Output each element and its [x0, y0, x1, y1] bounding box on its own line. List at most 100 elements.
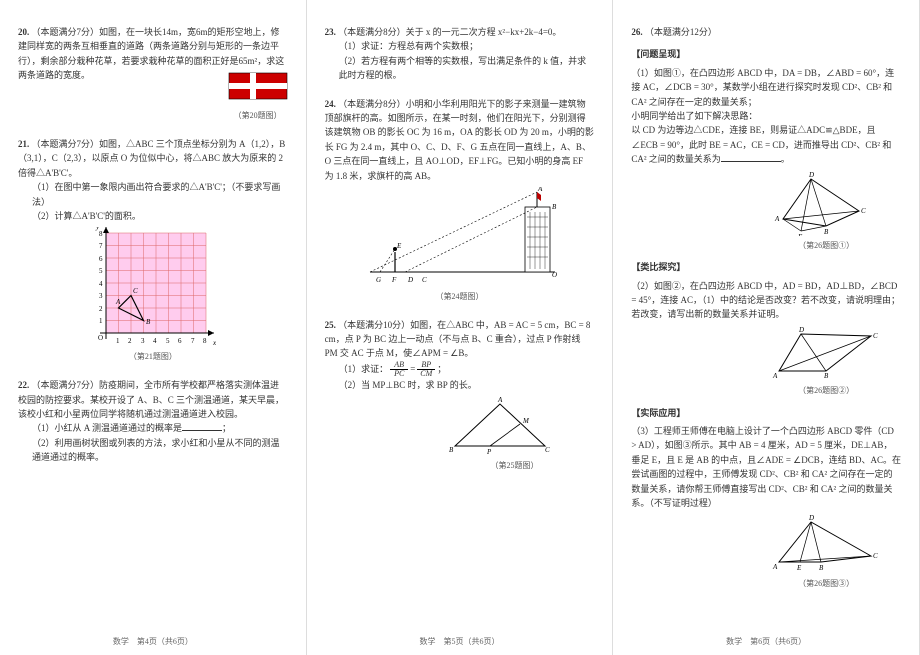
- svg-text:D: D: [407, 276, 413, 284]
- q24-body: （本题满分8分）小明和小华利用阳光下的影子来测量一建筑物顶部旗杆的高。如图所示，…: [325, 99, 594, 181]
- page-6: 26. （本题满分12分） 【问题呈现】 （1）如图①，在凸四边形 ABCD 中…: [613, 0, 920, 655]
- q26-sec2-body: （2）如图②，在凸四边形 ABCD 中，AD = BD，AD⊥BD，∠BCD =…: [631, 279, 901, 322]
- svg-text:A: A: [772, 563, 778, 571]
- q20-figure: [228, 72, 288, 106]
- svg-text:8: 8: [99, 230, 103, 238]
- svg-text:B: B: [449, 446, 454, 454]
- q25-eq: =: [410, 362, 415, 376]
- svg-text:E: E: [796, 564, 802, 572]
- question-21: 21. （本题满分7分）如图，△ABC 三个顶点坐标分别为 A（1,2），B（3…: [18, 137, 288, 364]
- q26-sec1-body2: 小明同学给出了如下解决思路：: [631, 109, 901, 123]
- q25-part1-end: ；: [437, 362, 446, 376]
- svg-text:B: B: [819, 564, 824, 572]
- q26-fig3-label: （第26题图③）: [751, 578, 901, 591]
- q26-blank: [721, 152, 781, 162]
- question-26: 26. （本题满分12分） 【问题呈现】 （1）如图①，在凸四边形 ABCD 中…: [631, 25, 901, 591]
- q20-figure-wrap: （第20题图）: [228, 68, 288, 123]
- svg-text:C: C: [873, 332, 878, 340]
- svg-text:2: 2: [99, 305, 103, 313]
- q22-part1-wrap: （1）小红从 A 测温通道通过的概率是；: [18, 421, 288, 435]
- svg-text:A: A: [115, 298, 121, 306]
- svg-text:1: 1: [116, 337, 120, 345]
- q22-blank: [182, 421, 222, 431]
- q26-fig1-label: （第26题图①）: [751, 240, 901, 253]
- q26-sec1-blank-end: 。: [781, 154, 790, 164]
- svg-text:A: A: [772, 372, 778, 380]
- page-4: 20. （本题满分7分）如图，在一块长14m，宽6m的矩形空地上，修建同样宽的两…: [0, 0, 307, 655]
- svg-text:F: F: [391, 276, 397, 284]
- svg-text:B: B: [824, 372, 829, 380]
- svg-text:A: A: [774, 215, 780, 223]
- svg-text:3: 3: [99, 292, 103, 300]
- svg-text:4: 4: [99, 280, 103, 288]
- question-23: 23. （本题满分8分）关于 x 的一元二次方程 x²−kx+2k−4=0。 （…: [325, 25, 595, 83]
- svg-text:M: M: [522, 417, 530, 425]
- svg-text:D: D: [808, 171, 814, 179]
- svg-text:C: C: [545, 446, 550, 454]
- q23-part2: （2）若方程有两个相等的实数根，写出满足条件的 k 值，并求此时方程的根。: [325, 54, 595, 83]
- q26-sec3-title: 【实际应用】: [631, 406, 901, 420]
- q20-num: 20.: [18, 27, 29, 37]
- svg-text:C: C: [133, 287, 138, 295]
- page-5: 23. （本题满分8分）关于 x 的一元二次方程 x²−kx+2k−4=0。 （…: [307, 0, 614, 655]
- q21-figure: A B C O 12345678 x 12345678 y: [88, 227, 218, 347]
- question-24: 24. （本题满分8分）小明和小华利用阳光下的影子来测量一建筑物顶部旗杆的高。如…: [325, 97, 595, 304]
- svg-text:E: E: [396, 242, 402, 250]
- q25-part1: （1）求证： AB PC = BP CM ；: [325, 361, 595, 378]
- question-20: 20. （本题满分7分）如图，在一块长14m，宽6m的矩形空地上，修建同样宽的两…: [18, 25, 288, 123]
- svg-text:D: D: [798, 326, 804, 334]
- svg-text:8: 8: [203, 337, 207, 345]
- svg-text:B: B: [146, 318, 151, 326]
- q24-figure: A B O E G F D C: [360, 187, 560, 287]
- q25-frac1-bot: PC: [394, 370, 404, 378]
- q22-part2: （2）利用画树状图或列表的方法，求小红和小星从不同的测温通道通过的概率。: [18, 436, 288, 465]
- q25-figure: A B P C M: [445, 396, 555, 456]
- svg-text:4: 4: [153, 337, 157, 345]
- svg-text:6: 6: [99, 255, 103, 263]
- svg-text:7: 7: [191, 337, 195, 345]
- svg-text:G: G: [376, 276, 381, 284]
- q21-part2: （2）计算△A'B'C'的面积。: [18, 209, 288, 223]
- q26-sec3-body: （3）工程师王师傅在电脑上设计了一个凸四边形 ABCD 零件（CD > AD），…: [631, 424, 901, 510]
- q25-part1-label: （1）求证：: [339, 362, 389, 376]
- q25-frac1-top: AB: [394, 361, 404, 369]
- q25-frac2-top: BP: [421, 361, 431, 369]
- q22-part1: （1）小红从 A 测温通道通过的概率是: [32, 423, 182, 433]
- q26-fig3: D A E B C: [771, 514, 881, 574]
- q25-body: （本题满分10分）如图，在△ABC 中，AB = AC = 5 cm，BC = …: [325, 320, 591, 359]
- svg-text:C: C: [873, 552, 878, 560]
- q23-num: 23.: [325, 27, 336, 37]
- page6-footer: 数学 第6页（共6页）: [613, 636, 919, 647]
- svg-text:A: A: [497, 396, 503, 404]
- q25-figlabel: （第25题图）: [435, 460, 595, 473]
- svg-text:E: E: [797, 233, 803, 236]
- page5-footer: 数学 第5页（共6页）: [307, 636, 613, 647]
- svg-text:O: O: [98, 334, 103, 342]
- svg-text:B: B: [824, 228, 829, 236]
- q25-part2: （2）当 MP⊥BC 时，求 BP 的长。: [325, 378, 595, 392]
- q26-sec1-title: 【问题呈现】: [631, 47, 901, 61]
- q26-fig2: D A B C: [771, 326, 881, 381]
- svg-text:C: C: [861, 207, 866, 215]
- svg-text:6: 6: [178, 337, 182, 345]
- question-22: 22. （本题满分7分）防疫期间，全市所有学校都严格落实测体温进校园的防控要求。…: [18, 378, 288, 464]
- q21-part1: （1）在图中第一象限内画出符合要求的△A'B'C'；（不要求写画法）: [18, 180, 288, 209]
- svg-text:B: B: [552, 203, 557, 211]
- q20-figlabel: （第20题图）: [228, 110, 288, 123]
- q23-part1: （1）求证：方程总有两个实数根；: [325, 39, 595, 53]
- svg-text:2: 2: [128, 337, 132, 345]
- svg-text:7: 7: [99, 242, 103, 250]
- q22-body: （本题满分7分）防疫期间，全市所有学校都严格落实测体温进校园的防控要求。某校开设…: [18, 380, 284, 419]
- q21-figlabel: （第21题图）: [18, 351, 288, 364]
- q21-num: 21.: [18, 139, 29, 149]
- svg-text:A: A: [537, 187, 543, 193]
- svg-text:P: P: [486, 448, 492, 456]
- q25-num: 25.: [325, 320, 336, 330]
- question-25: 25. （本题满分10分）如图，在△ABC 中，AB = AC = 5 cm，B…: [325, 318, 595, 473]
- svg-text:x: x: [212, 339, 217, 347]
- svg-text:O: O: [552, 271, 557, 279]
- q23-body: （本题满分8分）关于 x 的一元二次方程 x²−kx+2k−4=0。: [338, 27, 561, 37]
- svg-text:5: 5: [99, 267, 103, 275]
- q26-num: 26.: [631, 27, 642, 37]
- q26-fig2-label: （第26题图②）: [751, 385, 901, 398]
